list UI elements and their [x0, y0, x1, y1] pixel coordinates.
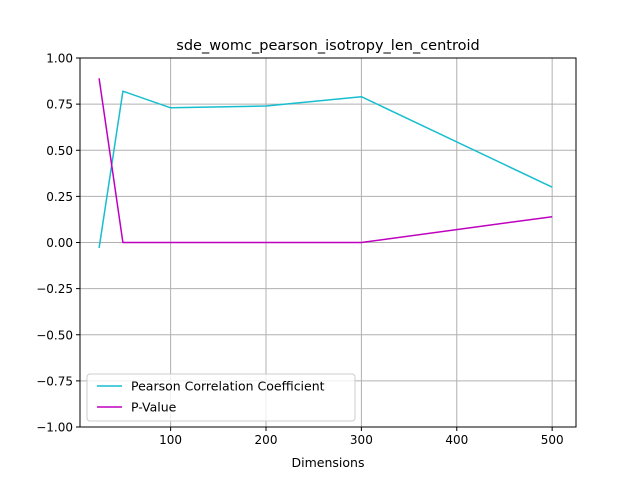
x-tick-label: 500	[541, 433, 564, 447]
x-tick-label: 300	[350, 433, 373, 447]
x-axis-label: Dimensions	[292, 455, 365, 470]
legend-label-1: Pearson Correlation Coefficient	[131, 379, 325, 394]
y-tick-label: −1.00	[36, 421, 73, 435]
legend-label-2: P-Value	[131, 400, 177, 415]
y-tick-label: 0.00	[46, 236, 73, 250]
y-tick-label: 0.50	[46, 144, 73, 158]
axis-ticks: 100 200 300 400 500 −1.00 −0.75 −0.50 −0.25 0.00 0…	[36, 52, 563, 448]
series-line-2	[98, 78, 553, 244]
series-lines	[98, 78, 553, 249]
x-tick-label: 400	[445, 433, 468, 447]
legend: Pearson Correlation Coefficient P-Value	[86, 373, 356, 422]
y-tick-label: −0.75	[36, 374, 73, 388]
x-tick-label: 200	[255, 433, 278, 447]
y-tick-label: −0.25	[36, 282, 73, 296]
y-tick-label: 0.75	[46, 98, 73, 112]
series-line-1	[98, 90, 553, 249]
legend-box	[86, 373, 356, 422]
y-tick-label: 1.00	[46, 52, 73, 66]
chart-title: sde_womc_pearson_isotropy_len_centroid	[176, 38, 479, 54]
y-tick-label: −0.50	[36, 328, 73, 342]
y-tick-label: 0.25	[46, 190, 73, 204]
x-tick-label: 100	[159, 433, 182, 447]
